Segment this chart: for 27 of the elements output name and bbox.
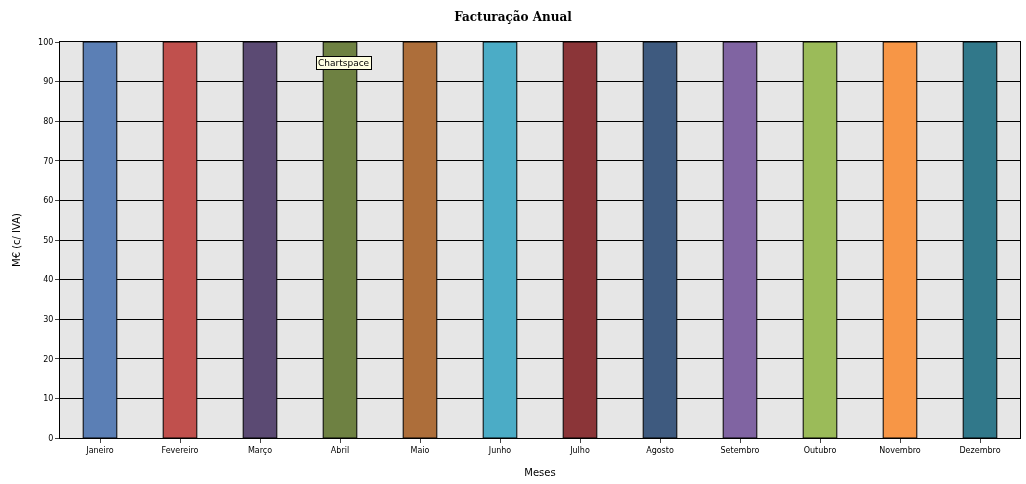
y-tick-label: 90 — [43, 77, 54, 87]
y-tick-label: 80 — [43, 117, 54, 126]
y-axis-title: M€ (c/ IVA) — [11, 212, 23, 268]
x-tick-label: Outubro — [803, 445, 837, 455]
y-tick-label: 70 — [43, 156, 54, 166]
x-axis-title: Meses — [524, 467, 556, 479]
annotation: Chartspace — [318, 58, 370, 68]
x-tick-label: Novembro — [879, 445, 921, 455]
y-tick-label: 30 — [43, 315, 54, 324]
x-tick-label: Fevereiro — [161, 445, 199, 455]
y-tick-label: 20 — [43, 354, 54, 364]
y-tick-label: 0 — [48, 433, 54, 443]
y-tick-label: 10 — [43, 394, 54, 404]
y-tick-label: 50 — [43, 235, 54, 245]
x-tick-label: Dezembro — [959, 445, 1001, 455]
y-tick-label: 40 — [43, 275, 54, 285]
x-tick-label: Janeiro — [85, 445, 114, 455]
y-tick-label: 100 — [38, 37, 54, 47]
chart-title: Facturação Anual — [454, 9, 573, 24]
x-tick-label: Setembro — [720, 445, 760, 455]
x-tick-label: Junho — [487, 445, 512, 455]
x-tick-label: Abril — [330, 445, 350, 455]
x-tick-label: Agosto — [646, 445, 674, 455]
x-tick-label: Março — [247, 445, 273, 455]
y-tick-label: 60 — [43, 196, 54, 206]
x-tick-label: Julho — [569, 445, 590, 455]
x-tick-label: Maio — [410, 445, 430, 455]
